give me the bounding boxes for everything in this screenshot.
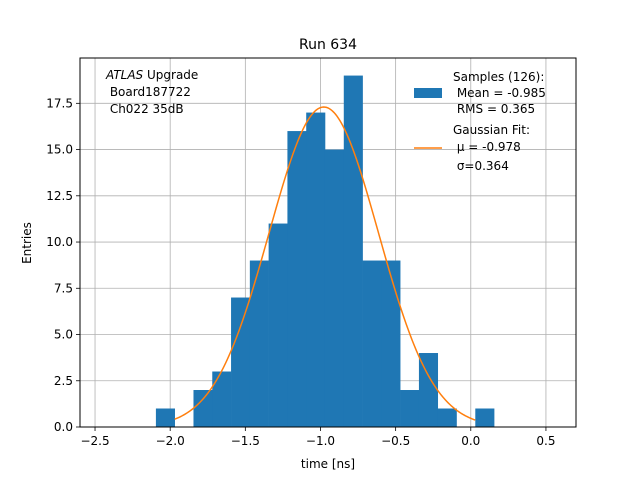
histogram-bar	[324, 149, 345, 427]
histogram-bar	[400, 390, 420, 427]
histogram-bar	[418, 353, 439, 427]
annotation-upgrade: Upgrade	[143, 68, 198, 82]
x-tick-label: −1.0	[306, 434, 335, 448]
x-axis-label: time [ns]	[301, 457, 355, 471]
y-tick-label: 2.5	[54, 374, 73, 388]
histogram-bars	[155, 75, 495, 428]
legend-samples-swatch	[414, 88, 442, 98]
y-axis-label: Entries	[20, 222, 34, 264]
legend-samples-label-3: RMS = 0.365	[453, 102, 535, 116]
x-tick-label: 0.0	[461, 434, 480, 448]
annotation-line-3: Ch022 35dB	[106, 102, 184, 116]
y-tick-label: 5.0	[54, 328, 73, 342]
x-tick-label: −1.5	[231, 434, 260, 448]
plot-frame	[79, 57, 577, 428]
histogram-bar	[306, 112, 326, 428]
x-axis-ticks: −2.5 −2.0 −1.5 −1.0 −0.5 0.0 0.5	[80, 427, 555, 448]
y-tick-label: 12.5	[46, 189, 73, 203]
histogram-bar	[155, 408, 175, 427]
histogram-bar	[475, 408, 495, 427]
annotation-block: ATLAS Upgrade Board187722 Ch022 35dB	[105, 68, 198, 116]
x-tick-label: 0.5	[536, 434, 555, 448]
histogram-bar	[343, 75, 363, 428]
histogram-bar	[381, 260, 401, 427]
histogram-bar	[287, 131, 307, 427]
histogram-bar	[193, 390, 213, 427]
legend: Samples (126): Mean = -0.985 RMS = 0.365…	[414, 70, 546, 173]
histogram-bar	[231, 297, 251, 427]
histogram-bar	[437, 408, 457, 427]
histogram-bar	[212, 371, 232, 427]
x-tick-label: −0.5	[381, 434, 410, 448]
histogram-bar	[249, 260, 269, 427]
y-tick-label: 7.5	[54, 281, 73, 295]
y-tick-label: 17.5	[46, 96, 73, 110]
histogram-bar	[362, 260, 382, 427]
legend-fit-label-3: σ=0.364	[453, 159, 509, 173]
y-axis-ticks: 0.0 2.5 5.0 7.5 10.0 12.5 15.0 17.5	[46, 96, 80, 434]
gaussian-fit-curve	[174, 106, 476, 421]
annotation-line-2: Board187722	[106, 85, 191, 99]
y-tick-label: 0.0	[54, 420, 73, 434]
x-tick-label: −2.0	[156, 434, 185, 448]
legend-fit-label-2: μ = -0.978	[453, 140, 521, 154]
legend-samples-label-2: Mean = -0.985	[453, 86, 546, 100]
y-tick-label: 15.0	[46, 143, 73, 157]
annotation-atlas: ATLAS	[105, 68, 144, 82]
histogram-bar	[268, 223, 288, 427]
chart-title: Run 634	[299, 37, 357, 53]
legend-fit-label-1: Gaussian Fit:	[453, 123, 530, 137]
x-tick-label: −2.5	[80, 434, 109, 448]
y-tick-label: 10.0	[46, 235, 73, 249]
legend-samples-label-1: Samples (126):	[453, 70, 544, 84]
annotation-line-1: ATLAS Upgrade	[105, 68, 198, 82]
